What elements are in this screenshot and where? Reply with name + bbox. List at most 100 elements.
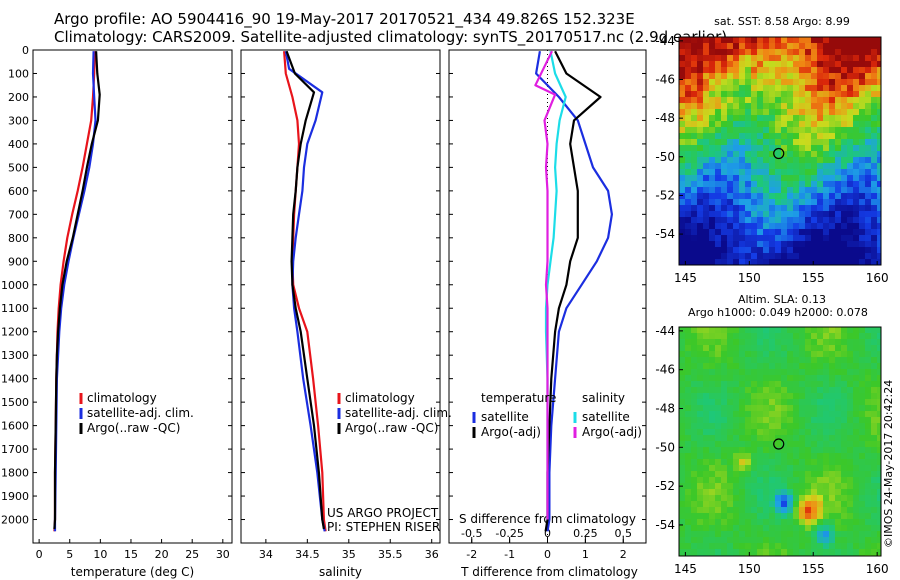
map-cell bbox=[859, 115, 865, 121]
map-cell bbox=[793, 345, 799, 351]
map-cell bbox=[709, 483, 715, 489]
map-cell bbox=[823, 127, 829, 133]
map-cell bbox=[841, 205, 847, 211]
map-cell bbox=[763, 381, 769, 387]
map-cell bbox=[691, 327, 697, 333]
map-cell bbox=[817, 447, 823, 453]
map-cell bbox=[829, 133, 835, 139]
map-cell bbox=[715, 115, 721, 121]
map-cell bbox=[715, 507, 721, 513]
map-cell bbox=[769, 253, 775, 259]
map-cell bbox=[877, 351, 881, 357]
map-y-tick-label: -46 bbox=[655, 73, 675, 87]
map-cell bbox=[763, 139, 769, 145]
map-cell bbox=[733, 43, 739, 49]
map-cell bbox=[697, 43, 703, 49]
legend-label: Argo(-adj) bbox=[481, 425, 541, 439]
map-cell bbox=[769, 193, 775, 199]
map-cell bbox=[721, 423, 727, 429]
legend-label: Argo(-adj) bbox=[582, 425, 642, 439]
map-cell bbox=[793, 37, 799, 43]
map-cell bbox=[847, 405, 853, 411]
map-cell bbox=[799, 79, 805, 85]
map-cell bbox=[799, 139, 805, 145]
map-cell bbox=[757, 61, 763, 67]
panel-frame-0 bbox=[32, 49, 233, 544]
map-y-tick-label: -54 bbox=[655, 518, 675, 532]
map-cell bbox=[733, 163, 739, 169]
map-cell bbox=[811, 387, 817, 393]
map-cell bbox=[697, 549, 703, 555]
map-cell bbox=[841, 525, 847, 531]
map-cell bbox=[715, 381, 721, 387]
map-cell bbox=[865, 507, 871, 513]
map-cell bbox=[775, 483, 781, 489]
map-cell bbox=[877, 55, 881, 61]
map-cell bbox=[829, 333, 835, 339]
map-cell bbox=[877, 513, 881, 519]
map-cell bbox=[793, 405, 799, 411]
map-cell bbox=[745, 381, 751, 387]
map-cell bbox=[769, 333, 775, 339]
map-cell bbox=[853, 489, 859, 495]
map-cell bbox=[751, 97, 757, 103]
map-cell bbox=[775, 61, 781, 67]
map-cell bbox=[805, 519, 811, 525]
map-cell bbox=[727, 67, 733, 73]
map-cell bbox=[871, 537, 877, 543]
map-cell bbox=[871, 405, 877, 411]
map-cell bbox=[841, 369, 847, 375]
map-cell bbox=[739, 429, 745, 435]
map-cell bbox=[697, 465, 703, 471]
map-cell bbox=[679, 43, 685, 49]
map-cell bbox=[733, 471, 739, 477]
map-cell bbox=[823, 217, 829, 223]
map-cell bbox=[733, 247, 739, 253]
map-cell bbox=[853, 357, 859, 363]
map-cell bbox=[829, 127, 835, 133]
map-cell bbox=[871, 351, 877, 357]
x-tick-label: 20 bbox=[155, 548, 169, 561]
map-cell bbox=[697, 127, 703, 133]
map-cell bbox=[841, 435, 847, 441]
map-cell bbox=[763, 223, 769, 229]
map-cell bbox=[799, 55, 805, 61]
map-cell bbox=[871, 387, 877, 393]
map-cell bbox=[763, 411, 769, 417]
map-cell bbox=[877, 181, 881, 187]
map-cell bbox=[871, 109, 877, 115]
map-cell bbox=[685, 381, 691, 387]
map-cell bbox=[691, 411, 697, 417]
map-cell bbox=[877, 549, 881, 555]
map-cell bbox=[679, 217, 685, 223]
map-cell bbox=[709, 145, 715, 151]
map-cell bbox=[871, 121, 877, 127]
map-cell bbox=[745, 115, 751, 121]
map-cell bbox=[727, 49, 733, 55]
map-cell bbox=[727, 333, 733, 339]
map-cell bbox=[841, 423, 847, 429]
map-cell bbox=[691, 447, 697, 453]
map-cell bbox=[799, 253, 805, 259]
map-cell bbox=[685, 73, 691, 79]
series-line-2-1 bbox=[544, 50, 602, 532]
map-cell bbox=[709, 235, 715, 241]
map-cell bbox=[703, 247, 709, 253]
map-cell bbox=[703, 369, 709, 375]
map-cell bbox=[691, 369, 697, 375]
map-cell bbox=[805, 453, 811, 459]
map-cell bbox=[745, 465, 751, 471]
map-cell bbox=[721, 549, 727, 555]
map-cell bbox=[745, 489, 751, 495]
map-cell bbox=[841, 133, 847, 139]
map-cell bbox=[793, 85, 799, 91]
map-cell bbox=[787, 459, 793, 465]
map-cell bbox=[727, 121, 733, 127]
map-cell bbox=[757, 471, 763, 477]
map-cell bbox=[799, 453, 805, 459]
map-cell bbox=[817, 67, 823, 73]
map-cell bbox=[739, 127, 745, 133]
map-cell bbox=[817, 259, 823, 265]
map-cell bbox=[781, 235, 787, 241]
map-cell bbox=[841, 97, 847, 103]
